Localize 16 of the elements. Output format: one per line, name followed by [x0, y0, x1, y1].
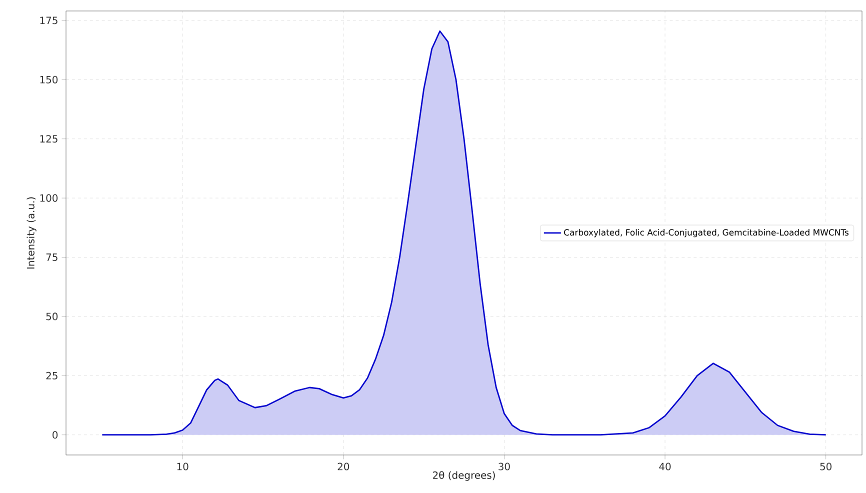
y-tick-label: 125 [40, 135, 58, 143]
y-tick-label: 175 [40, 16, 58, 24]
y-tick-label: 100 [40, 194, 58, 202]
x-axis-title: 2θ (degrees) [433, 471, 495, 481]
x-tick-label: 30 [498, 462, 510, 470]
y-tick-label: 25 [46, 372, 58, 380]
y-axis-title: Intensity (a.u.) [26, 197, 36, 269]
x-tick-label: 20 [338, 462, 350, 470]
legend-label: Carboxylated, Folic Acid-Conjugated, Gemcitabine-Loaded MWCNTs [564, 229, 848, 238]
y-tick-label: 75 [46, 254, 58, 261]
x-tick-label: 50 [820, 462, 832, 470]
x-tick-label: 40 [659, 462, 671, 470]
y-tick-label: 0 [52, 431, 58, 439]
y-tick-label: 150 [40, 76, 58, 84]
y-tick-label: 50 [46, 312, 58, 320]
x-tick-label: 10 [177, 462, 188, 470]
